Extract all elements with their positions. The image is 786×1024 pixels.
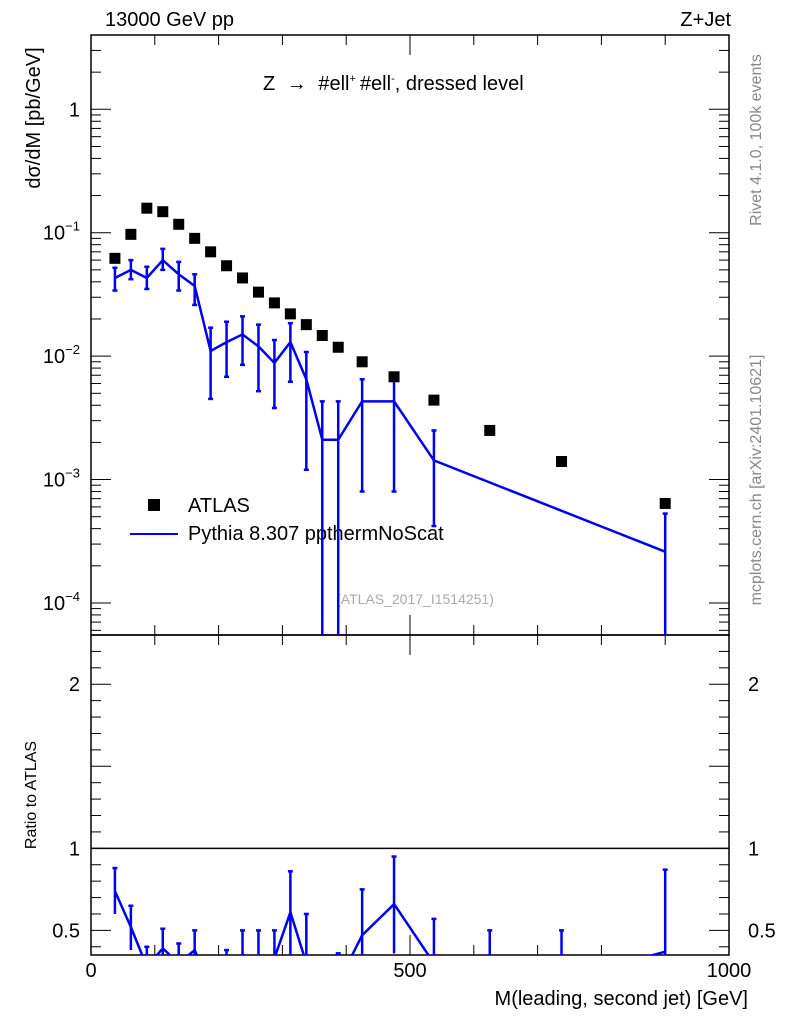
atlas-point [284,308,296,320]
atlas-point [125,228,137,240]
header-energy-label: 13000 GeV pp [105,9,234,31]
atlas-point [237,272,249,284]
legend-atlas-marker [148,499,160,511]
main-panel-frame [90,34,730,636]
ratio-y-axis-label: Ratio to ATLAS [23,741,40,849]
atlas-point [659,497,671,509]
ratio-y-tick-label-right: 0.5 [748,920,776,942]
atlas-point [300,319,312,331]
ratio-y-tick-label-right: 1 [748,838,759,860]
main-mc-series [112,247,668,635]
atlas-point [221,260,233,272]
atlas-point [388,371,400,383]
rivet-version-label: Rivet 4.1.0, 100k events [748,54,765,226]
atlas-point [189,232,201,244]
atlas-point [556,456,568,468]
main-y-tick-label: 10−2 [43,342,80,368]
atlas-point [332,341,344,353]
ratio-axis-ticks: 0.5 0.5 1 1 2 2 0 500 1000 [52,635,776,982]
legend-mc-label: Pythia 8.307 ppthermNoScat [188,523,444,545]
legend-atlas-label: ATLAS [188,495,250,517]
header-process-label: Z+Jet [680,9,731,31]
ratio-mc-line [113,890,666,955]
main-y-axis-ticks: 1 10−1 10−2 10−3 10−4 [43,34,730,635]
atlas-point [428,394,440,406]
atlas-point [316,329,328,341]
panel-frames [90,34,730,956]
main-y-tick-label: 10−4 [43,589,80,615]
main-y-axis-label: dσ/dM [pb/GeV] [23,47,45,188]
ratio-y-tick-label-left: 2 [69,674,80,696]
atlas-point [252,286,264,298]
ratio-y-tick-label-right: 2 [748,674,759,696]
atlas-point [356,356,368,368]
x-axis-label: M(leading, second jet) [GeV] [495,988,748,1010]
atlas-point [268,297,280,309]
x-tick-label: 0 [85,960,96,982]
main-panel-title: Z → #ell+ #ell-, dressed level [263,73,524,95]
atlas-point [205,246,217,258]
ratio-panel-frame [90,634,730,956]
main-y-tick-label: 1 [69,99,80,121]
ratio-y-tick-label-left: 1 [69,838,80,860]
mcplots-reference-label: mcplots.cern.ch [arXiv:2401.10621] [748,355,765,606]
atlas-point [157,206,169,218]
analysis-id-watermark: (ATLAS_2017_I1514251) [336,591,494,607]
legend: ATLAS Pythia 8.307 ppthermNoScat [130,495,444,545]
main-y-tick-label: 10−1 [43,219,80,245]
x-tick-label: 1000 [707,960,752,982]
main-atlas-series [109,202,671,509]
ratio-y-tick-label-left: 0.5 [52,920,80,942]
main-y-tick-label: 10−3 [43,466,80,492]
ratio-mc-series [112,855,668,955]
atlas-point [109,252,121,264]
atlas-point [484,424,496,436]
atlas-point [173,218,185,230]
atlas-point [141,202,153,214]
x-tick-label: 500 [393,960,426,982]
